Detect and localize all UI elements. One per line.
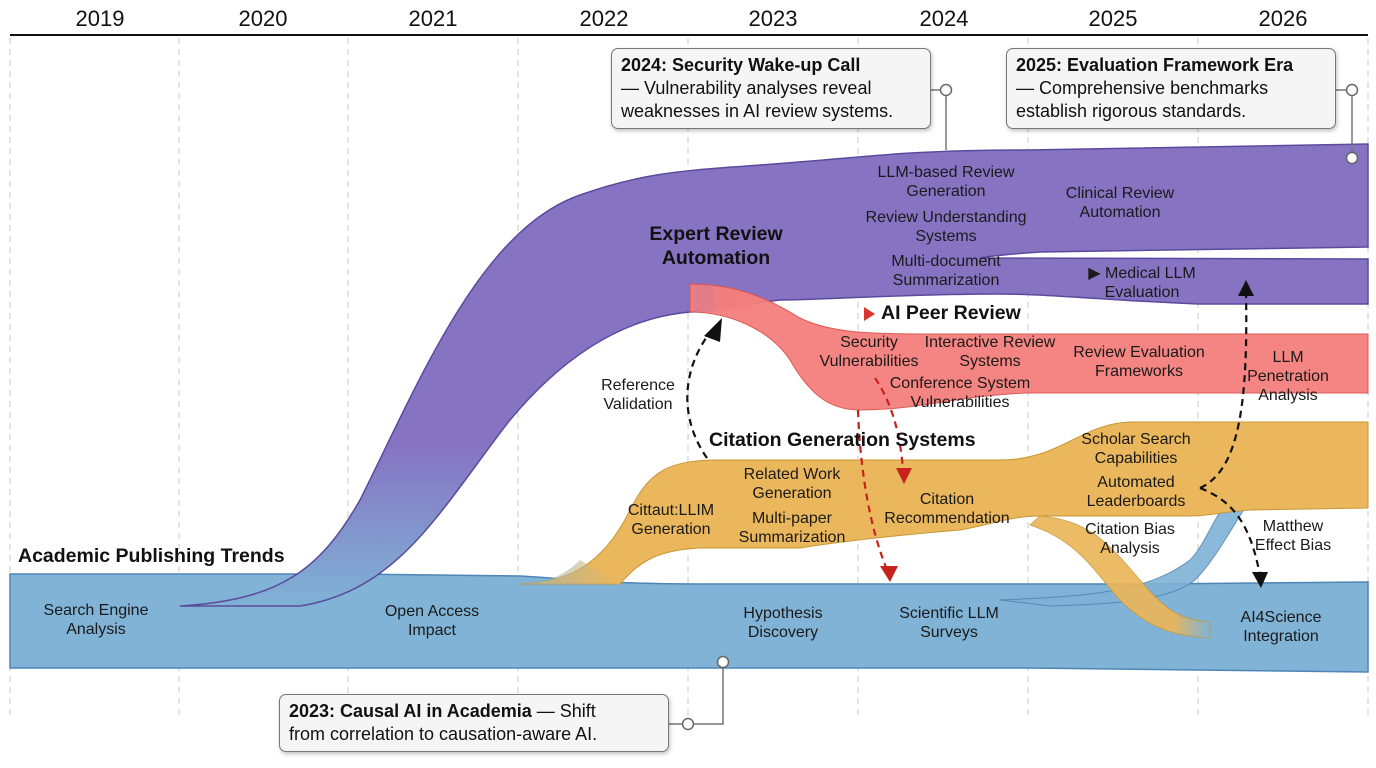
- topic-review-evaluation-frameworks: Review Evaluation Frameworks: [1073, 344, 1205, 380]
- year-label: 2021: [408, 6, 458, 31]
- arrowheads: [704, 280, 1268, 588]
- topic-medical-llm-evaluation: ▶ Medical LLM Evaluation: [1088, 265, 1196, 301]
- link-label-matthew-effect: Matthew Effect Bias: [1254, 518, 1332, 554]
- topic-scholar-search: Scholar Search Capabilities: [1081, 431, 1191, 467]
- topic-hypothesis-discovery: Hypothesis Discovery: [743, 605, 823, 641]
- topic-clinical-review-automation: Clinical Review Automation: [1065, 185, 1175, 221]
- axis-line: [10, 34, 1368, 36]
- topic-conference-system-vulnerabilities: Conference System Vulnerabilities: [889, 375, 1031, 411]
- callout-causal-ai: 2023: Causal AI in Academia — Shift from…: [279, 694, 669, 752]
- year-label: 2020: [238, 6, 288, 31]
- topic-llm-review-generation: LLM-based Review Generation: [877, 164, 1015, 200]
- year-label: 2026: [1258, 6, 1308, 31]
- topic-review-understanding: Review Understanding Systems: [865, 209, 1027, 245]
- topic-security-vulnerabilities: Security Vulnerabilities: [819, 334, 919, 370]
- topic-citation-llm-generation: Cittaut:LLIM Generation: [627, 502, 715, 538]
- topic-search-engine-analysis: Search Engine Analysis: [43, 602, 149, 638]
- topic-scientific-llm-surveys: Scientific LLM Surveys: [899, 605, 999, 641]
- callout-evaluation-framework: 2025: Evaluation Framework Era — Compreh…: [1006, 48, 1336, 129]
- year-label: 2025: [1088, 6, 1138, 31]
- stream-title-academic-publishing: Academic Publishing Trends: [18, 545, 285, 567]
- year-label: 2022: [579, 6, 629, 31]
- year-label: 2024: [919, 6, 969, 31]
- topic-multi-paper-summarization: Multi-paper Summarization: [738, 510, 846, 546]
- stream-title-citation-generation: Citation Generation Systems: [709, 429, 976, 451]
- topic-llm-penetration-analysis: LLM Penetration Analysis: [1247, 349, 1329, 404]
- stream-expert-review: [179, 143, 1369, 607]
- year-label: 2023: [748, 6, 798, 31]
- stream-ai-peer-review: [689, 283, 1369, 411]
- topic-automated-leaderboards: Automated Leaderboards: [1086, 474, 1186, 510]
- stream-title-ai-peer-review: AI Peer Review: [864, 302, 1021, 325]
- topic-interactive-review-systems: Interactive Review Systems: [924, 334, 1056, 370]
- topic-open-access-impact: Open Access Impact: [384, 603, 480, 639]
- link-label-reference-validation: Reference Validation: [601, 377, 675, 413]
- topic-citation-recommendation: Citation Recommendation: [884, 491, 1010, 527]
- triangle-marker-icon: [864, 306, 875, 321]
- topic-ai4science-integration: AI4Science Integration: [1240, 609, 1322, 645]
- stream-title-expert-review: Expert Review Automation: [649, 223, 783, 269]
- year-label: 2019: [75, 6, 125, 31]
- topic-citation-bias-analysis: Citation Bias Analysis: [1085, 521, 1175, 557]
- topic-multi-document-summarization: Multi-document Summarization: [891, 253, 1001, 289]
- triangle-marker-icon: ▶: [1088, 265, 1106, 282]
- callout-security-wakeup: 2024: Security Wake-up Call — Vulnerabil…: [611, 48, 931, 129]
- topic-related-work-generation: Related Work Generation: [743, 466, 841, 502]
